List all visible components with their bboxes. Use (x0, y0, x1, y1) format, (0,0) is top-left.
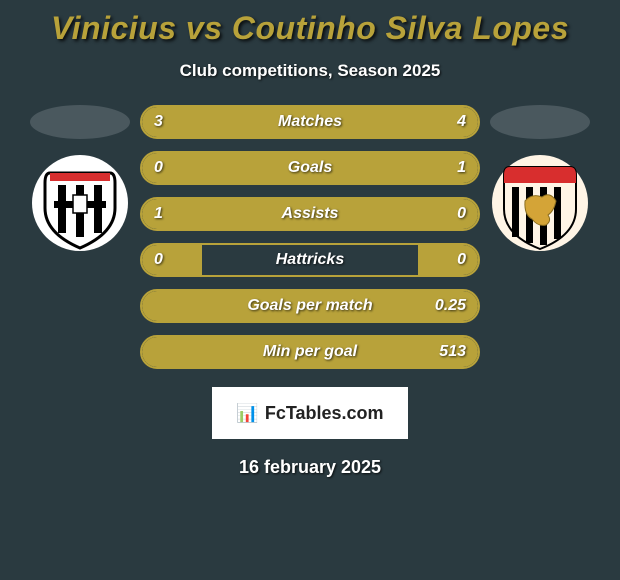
main-row: 3Matches40Goals11Assists00Hattricks0Goal… (0, 105, 620, 369)
left-player-oval (30, 105, 130, 139)
page-title: Vinicius vs Coutinho Silva Lopes (0, 10, 620, 47)
stat-bar-goals-per-match: Goals per match0.25 (140, 289, 480, 323)
stat-label: Matches (142, 107, 478, 137)
stat-label: Min per goal (142, 337, 478, 367)
stat-bar-assists: 1Assists0 (140, 197, 480, 231)
left-column (30, 105, 130, 253)
infographic-container: Vinicius vs Coutinho Silva Lopes Club co… (0, 0, 620, 488)
right-badge-svg (490, 153, 590, 253)
stat-value-right: 1 (457, 153, 466, 183)
right-column (490, 105, 590, 253)
stat-value-right: 0 (457, 199, 466, 229)
stat-bar-hattricks: 0Hattricks0 (140, 243, 480, 277)
stat-label: Assists (142, 199, 478, 229)
right-player-oval (490, 105, 590, 139)
brand-text: FcTables.com (265, 403, 384, 424)
stat-value-right: 0.25 (435, 291, 466, 321)
stats-column: 3Matches40Goals11Assists00Hattricks0Goal… (140, 105, 480, 369)
stat-bar-goals: 0Goals1 (140, 151, 480, 185)
subtitle: Club competitions, Season 2025 (0, 61, 620, 81)
stat-value-right: 0 (457, 245, 466, 275)
stat-value-right: 513 (439, 337, 466, 367)
brand-box: 📊 FcTables.com (212, 387, 408, 439)
stat-label: Goals (142, 153, 478, 183)
stat-label: Goals per match (142, 291, 478, 321)
left-club-badge (30, 153, 130, 253)
stat-label: Hattricks (142, 245, 478, 275)
left-badge-svg (30, 153, 130, 253)
stat-bar-min-per-goal: Min per goal513 (140, 335, 480, 369)
right-club-badge (490, 153, 590, 253)
date-text: 16 february 2025 (0, 457, 620, 478)
stat-value-right: 4 (457, 107, 466, 137)
stat-bar-matches: 3Matches4 (140, 105, 480, 139)
brand-chart-icon: 📊 (236, 403, 258, 424)
